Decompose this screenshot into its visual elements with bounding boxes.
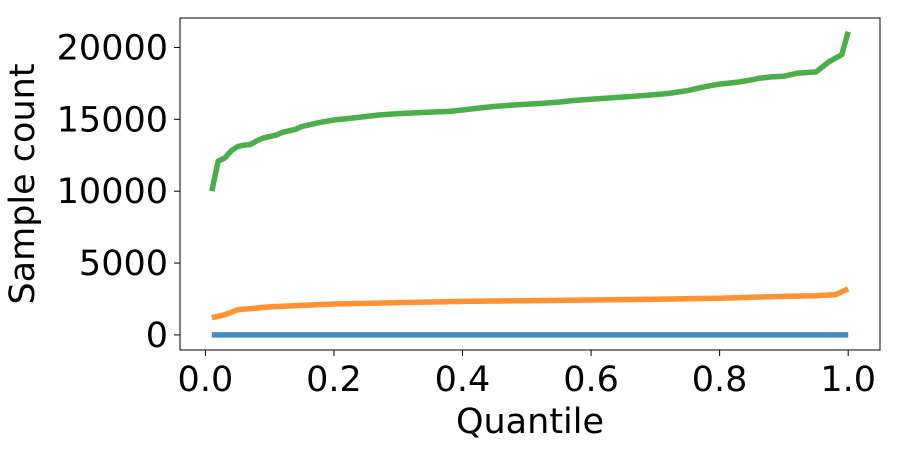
y-tick-label: 20000 — [57, 28, 168, 68]
y-tick-label: 5000 — [79, 244, 168, 284]
y-axis: 0 5000 10000 15000 20000 — [57, 28, 180, 356]
y-tick-label: 0 — [146, 316, 168, 356]
x-tick-label: 1.0 — [820, 360, 876, 400]
series-layer — [209, 30, 851, 338]
plot-area — [179, 17, 881, 351]
x-axis-label: Quantile — [456, 402, 604, 442]
x-tick-label: 0.8 — [692, 360, 748, 400]
x-tick-label: 0.4 — [435, 360, 491, 400]
series-line-3 — [209, 30, 851, 192]
series-line-2 — [211, 286, 850, 321]
x-tick-label: 0.0 — [178, 360, 234, 400]
x-tick-label: 0.2 — [306, 360, 362, 400]
y-axis-label: Sample count — [3, 63, 43, 304]
plot-frame — [179, 17, 881, 351]
x-tick-label: 0.6 — [563, 360, 619, 400]
y-tick-label: 15000 — [57, 100, 168, 140]
y-tick-label: 10000 — [57, 172, 168, 212]
x-axis: 0.0 0.2 0.4 0.6 0.8 1.0 — [178, 350, 876, 400]
